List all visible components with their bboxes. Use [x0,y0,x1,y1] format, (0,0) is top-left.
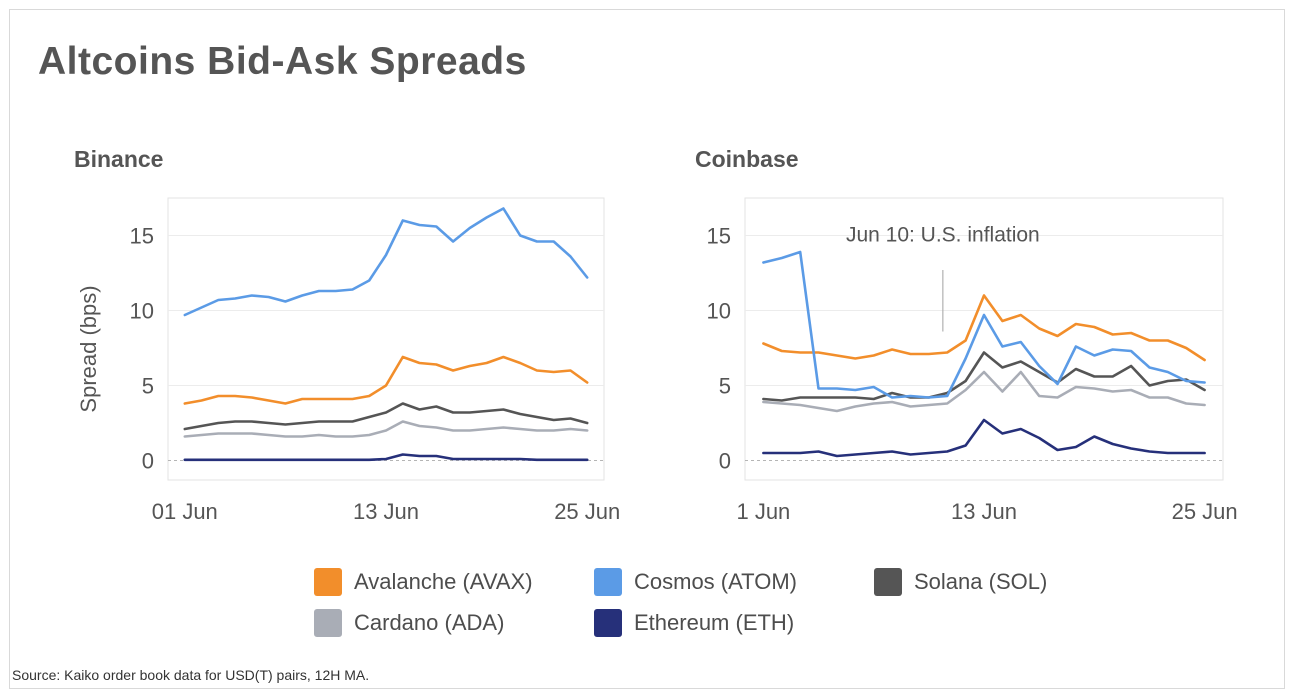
series-line [183,355,589,405]
y-tick-label: 0 [719,449,731,474]
series-line [762,250,1206,399]
x-tick-label: 01 Jun [152,499,218,524]
y-tick-label: 10 [130,299,154,324]
page-title: Altcoins Bid-Ask Spreads [38,40,527,83]
series-line [183,402,589,431]
legend-label: Cardano (ADA) [354,610,505,635]
legend-item: Avalanche (AVAX) [314,568,533,596]
plot-area [744,197,1224,481]
legend-item: Cardano (ADA) [314,609,504,637]
coinbase-chart: 0 5 10 15 1 Jun 13 Jun 25 Jun Jun 10: U.S. infl… [707,197,1238,524]
y-tick-label: 5 [719,374,731,399]
chart-frame [9,9,1285,689]
source-note: Source: Kaiko order book data for USD(T)… [12,667,370,683]
y-tick-label: 15 [130,224,154,249]
series-line [183,420,589,438]
legend-label: Ethereum (ETH) [634,610,795,635]
legend-swatch [594,568,622,596]
y-tick-label: 5 [142,374,154,399]
y-tick-label: 15 [707,224,731,249]
y-axis-label: Spread (bps) [76,285,101,412]
series-line [183,207,589,317]
legend-label: Cosmos (ATOM) [634,569,797,594]
series-line [762,294,1206,362]
legend-swatch [314,609,342,637]
binance-panel-title: Binance [74,146,164,172]
legend-item: Solana (SOL) [874,568,1047,596]
x-tick-label: 25 Jun [554,499,620,524]
x-tick-label: 1 Jun [736,499,790,524]
legend-label: Avalanche (AVAX) [354,569,533,594]
y-tick-label: 10 [707,299,731,324]
plot-area [167,197,605,481]
x-tick-label: 25 Jun [1172,499,1238,524]
y-tick-label: 0 [142,449,154,474]
legend-label: Solana (SOL) [914,569,1048,594]
legend-swatch [314,568,342,596]
legend-item: Cosmos (ATOM) [594,568,797,596]
x-tick-label: 13 Jun [353,499,419,524]
series-line [762,351,1206,402]
coinbase-panel-title: Coinbase [695,146,799,172]
series-line [762,370,1206,413]
x-tick-label: 13 Jun [951,499,1017,524]
series-line [183,453,589,462]
legend-swatch [874,568,902,596]
annotation-label: Jun 10: U.S. inflation [846,224,1040,247]
binance-chart: 0 5 10 15 01 Jun 13 Jun 25 Jun Spread (bps) [76,197,620,524]
legend-swatch [594,609,622,637]
series-line [762,418,1206,458]
legend-item: Ethereum (ETH) [594,609,794,637]
